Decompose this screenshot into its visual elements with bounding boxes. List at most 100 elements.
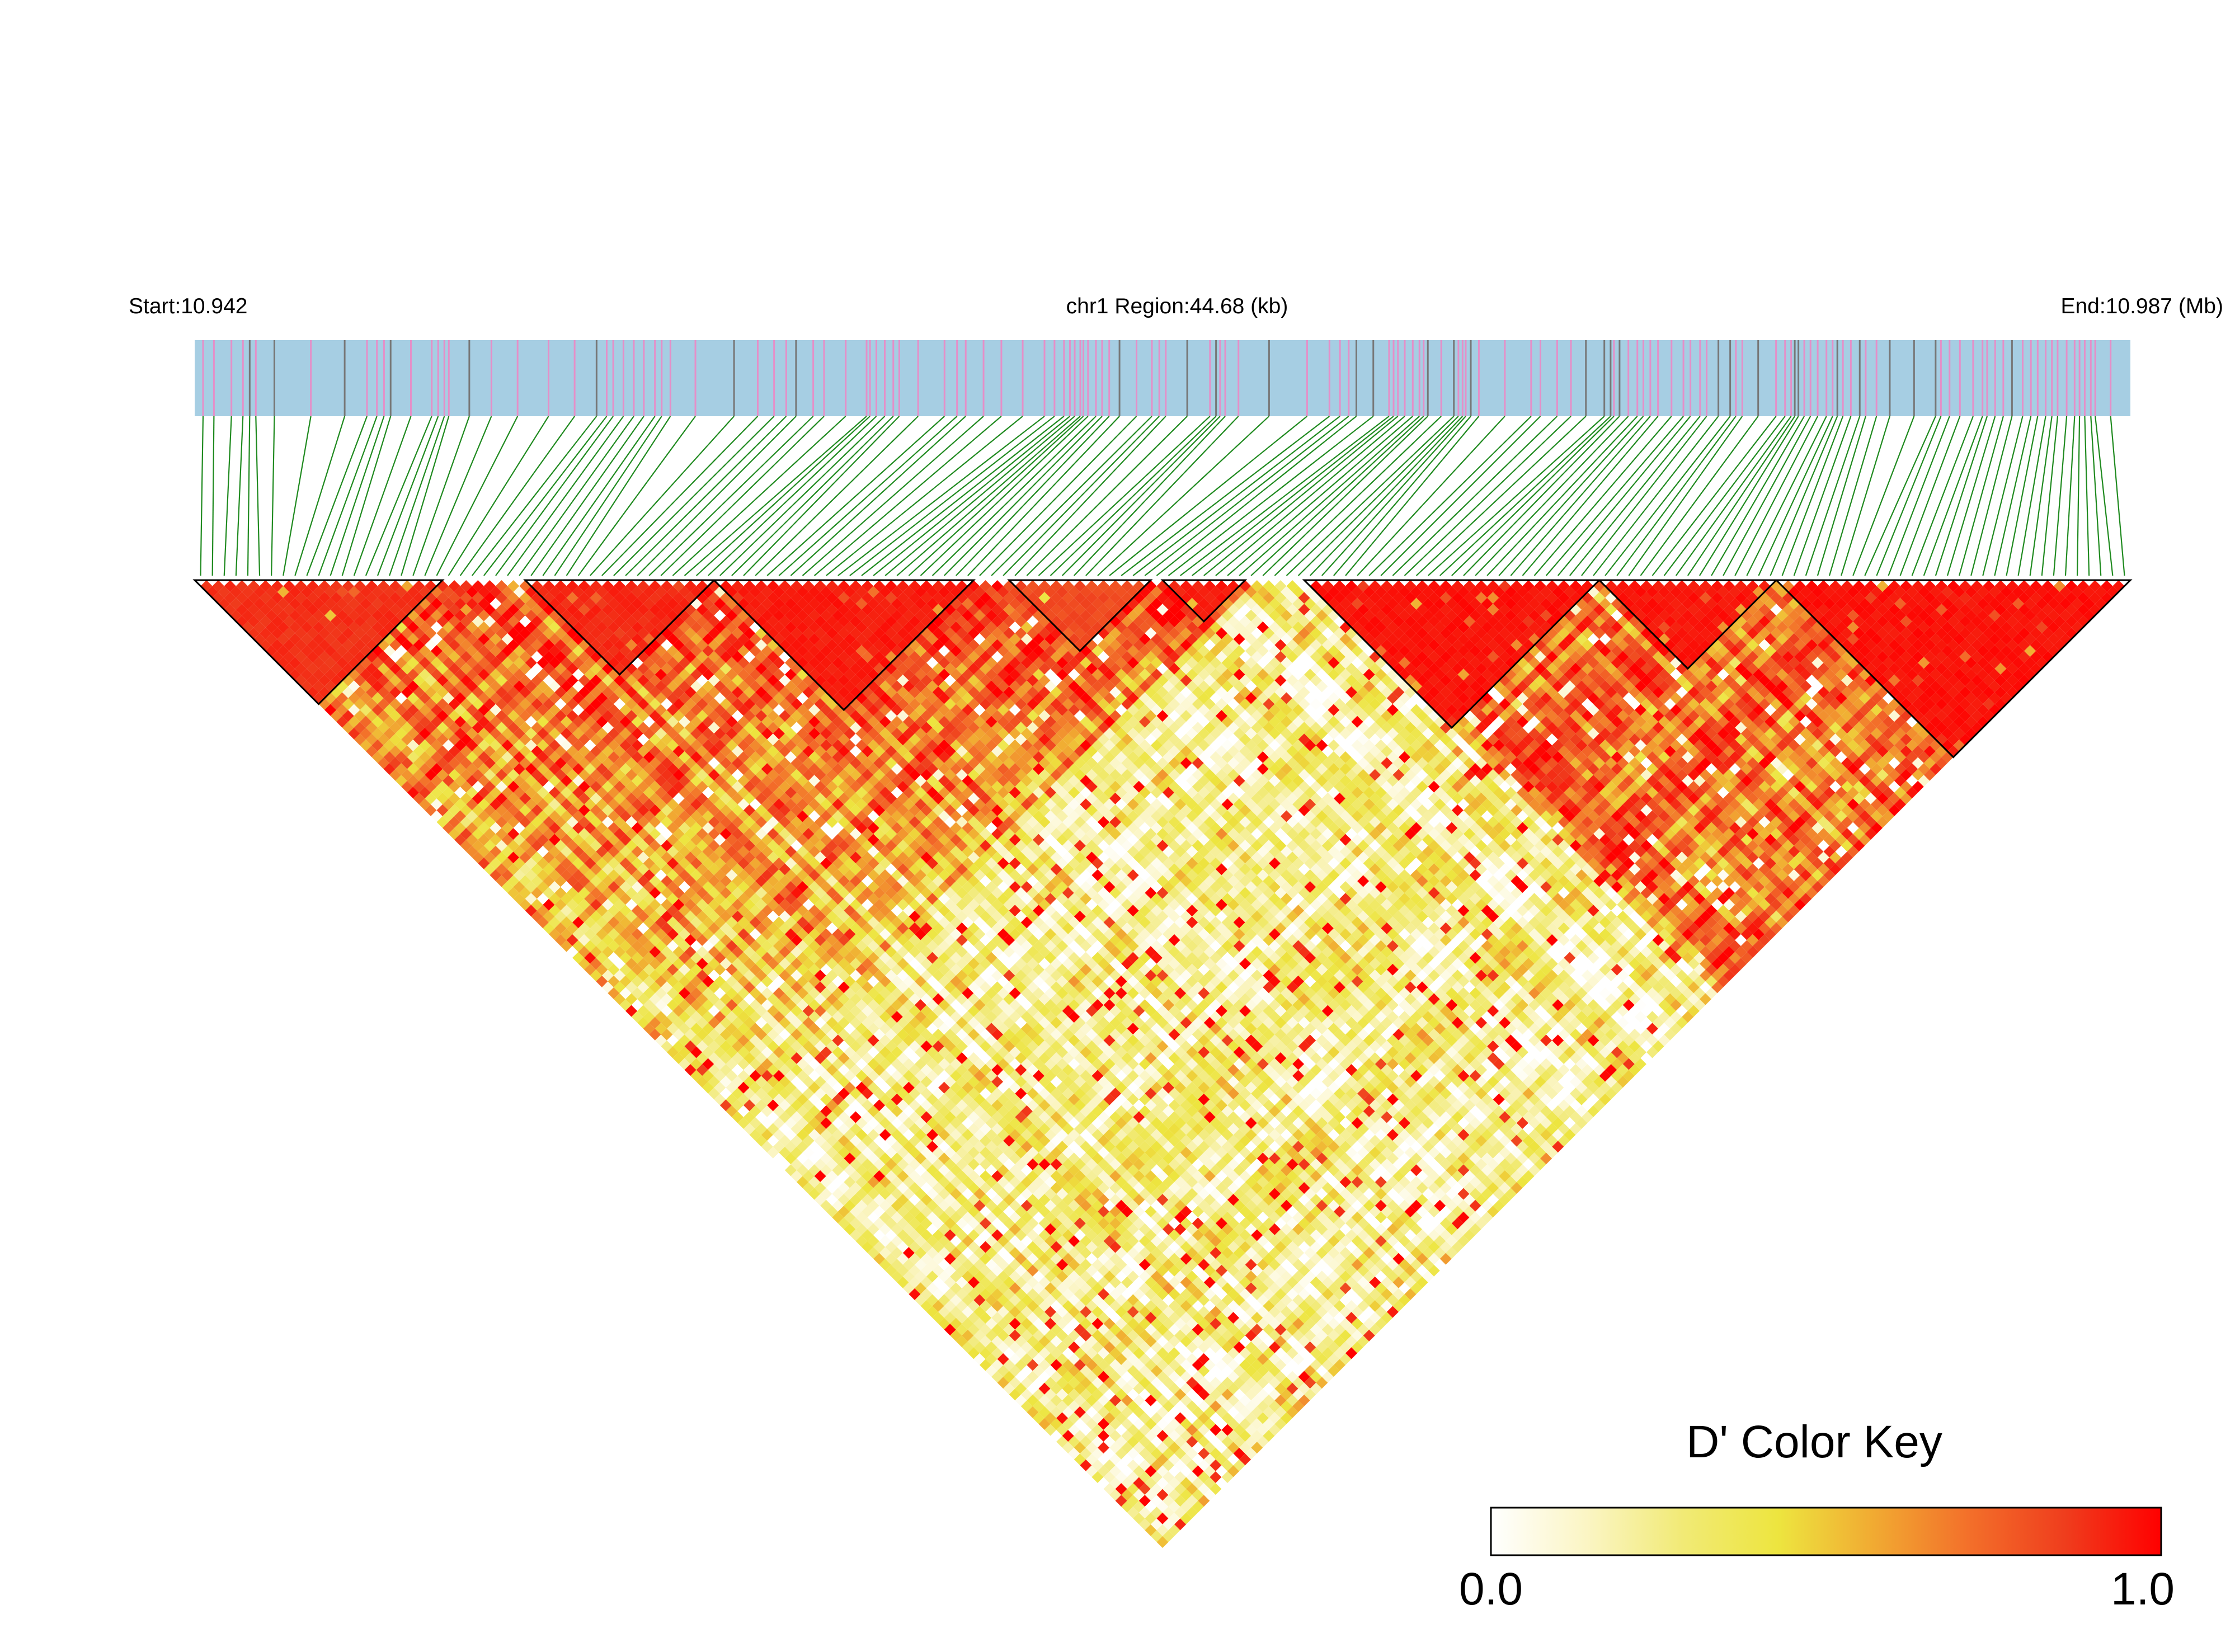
ld-cell: [1150, 1483, 1163, 1495]
ld-cell: [744, 1076, 756, 1088]
marker-connector: [1192, 416, 1394, 576]
marker-connector: [294, 416, 346, 576]
marker-connector: [2053, 416, 2068, 576]
ld-cell: [554, 887, 567, 899]
ld-cell: [731, 1088, 744, 1100]
ld-cell: [1098, 1453, 1110, 1466]
ld-cell: [507, 828, 520, 840]
ld-cell: [938, 1247, 951, 1259]
ld-cell: [1080, 1377, 1092, 1389]
ld-cell: [708, 1076, 720, 1088]
ld-cell: [496, 828, 508, 840]
ld-cell: [849, 1206, 862, 1218]
marker-connector: [1262, 416, 1428, 576]
ld-cell: [726, 1034, 738, 1047]
ld-cell: [378, 733, 390, 746]
marker-connector: [637, 416, 797, 576]
ld-cell: [666, 1046, 679, 1058]
ld-cell: [330, 627, 342, 639]
marker-connector: [1793, 416, 1852, 576]
ld-cell: [348, 633, 360, 645]
ld-cell: [690, 1011, 703, 1023]
ld-cell: [714, 1011, 726, 1023]
ld-cell: [661, 969, 673, 982]
ld-cell: [383, 739, 396, 751]
ld-cell: [702, 1081, 714, 1094]
ld-cell: [909, 1264, 921, 1277]
ld-cell: [537, 857, 549, 869]
ld-cell: [950, 1317, 962, 1330]
ld-cell: [1180, 1500, 1192, 1513]
ld-cell: [1150, 1507, 1163, 1519]
ld-cell: [837, 1194, 850, 1206]
ld-cell: [909, 1217, 921, 1230]
ld-cell: [985, 1353, 997, 1365]
ld-cell: [684, 993, 697, 1005]
ld-cell: [413, 698, 425, 710]
ld-cell: [1121, 1430, 1133, 1442]
ld-cell: [490, 834, 502, 846]
ld-cell: [731, 1016, 744, 1029]
ld-cell: [407, 704, 419, 716]
ld-cell: [478, 857, 490, 869]
marker-connector: [1805, 416, 1861, 576]
ld-cell: [973, 1306, 986, 1318]
ld-cell: [413, 722, 425, 734]
ld-cell: [436, 769, 449, 781]
ld-cell: [862, 1206, 874, 1218]
ld-cell: [295, 674, 307, 686]
ld-cell: [324, 657, 337, 669]
ld-cell: [761, 1141, 773, 1153]
ld-cell: [779, 1123, 791, 1135]
ld-cell: [519, 804, 531, 816]
marker-connector: [1734, 416, 1819, 576]
ld-cell: [483, 792, 496, 804]
ld-cell: [719, 1016, 732, 1029]
ld-cell: [1163, 1459, 1175, 1471]
ld-cell: [531, 898, 543, 911]
marker-connector: [908, 416, 1084, 576]
ld-cell: [708, 1040, 720, 1052]
ld-cell: [1133, 1453, 1145, 1466]
ld-cell: [873, 1206, 886, 1218]
ld-cell: [643, 1023, 655, 1035]
ld-cell: [1150, 1447, 1163, 1460]
marker-connector: [1746, 416, 1827, 576]
ld-cell: [425, 745, 437, 757]
ld-cell: [920, 1241, 933, 1253]
marker-connector: [1828, 416, 1878, 576]
ld-cell: [902, 1259, 915, 1271]
ld-cell: [289, 621, 301, 633]
ld-cell: [1163, 1495, 1175, 1507]
ld-cell: [614, 946, 626, 958]
ld-cell: [1032, 1341, 1044, 1353]
ld-cell: [260, 592, 272, 604]
ld-cell: [1098, 1465, 1110, 1477]
ld-cell: [708, 1005, 720, 1017]
marker-connector: [1522, 416, 1659, 576]
ld-cell: [277, 597, 289, 610]
ld-cell: [891, 1270, 903, 1283]
ld-cell: [1080, 1412, 1092, 1424]
ld-cell: [608, 928, 620, 940]
ld-cell: [572, 905, 585, 917]
ld-cell: [944, 1264, 956, 1277]
ld-cell: [749, 1105, 761, 1117]
ld-cell: [466, 810, 478, 822]
ld-cell: [1174, 1471, 1187, 1483]
ld-cell: [572, 928, 585, 940]
ld-cell: [436, 722, 449, 734]
ld-cell: [483, 863, 496, 876]
ld-cell: [277, 621, 289, 633]
ld-cell: [797, 1105, 809, 1117]
ld-cell: [767, 1135, 779, 1147]
ld-cell: [454, 810, 467, 822]
ld-cell: [313, 645, 325, 657]
ld-cell: [820, 1176, 832, 1188]
ld-cell: [265, 621, 277, 633]
ld-cell: [1145, 1500, 1157, 1513]
ld-cell: [926, 1282, 939, 1295]
ld-cell: [330, 651, 342, 663]
ld-cell: [1015, 1382, 1027, 1395]
ld-cell: [655, 987, 667, 999]
